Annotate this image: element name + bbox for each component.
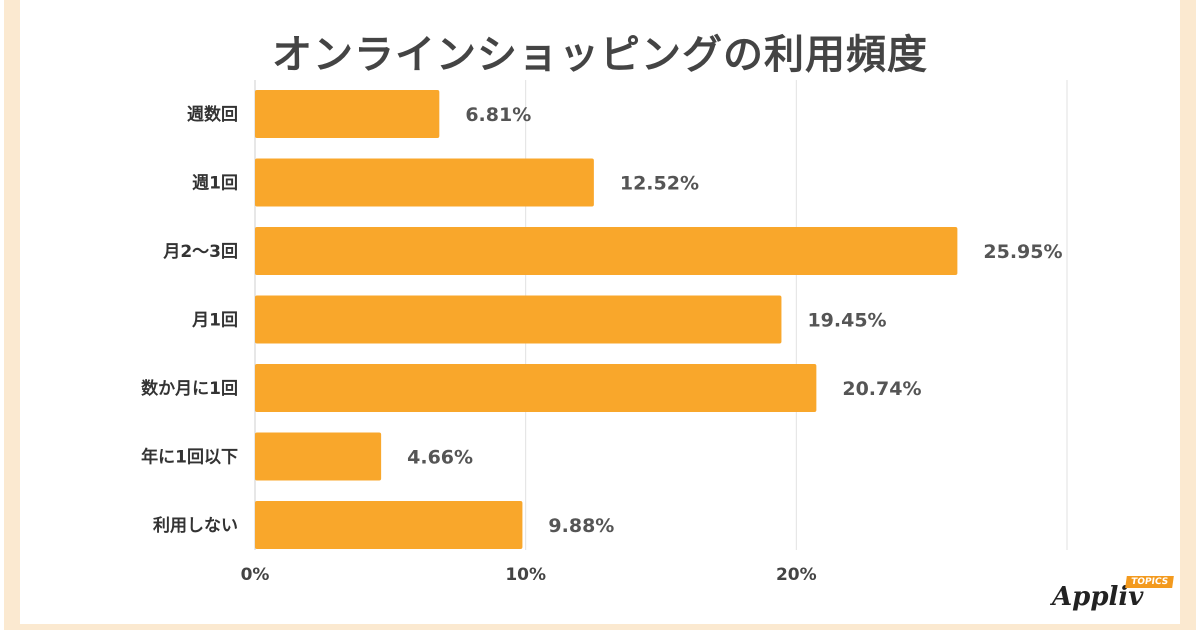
bar (255, 227, 958, 275)
logo-tag: TOPICS (1125, 576, 1174, 588)
x-tick-label: 0% (241, 565, 270, 585)
data-label: 25.95% (983, 241, 1062, 263)
appliv-logo: Appliv TOPICS (1052, 576, 1174, 612)
category-label: 週数回 (187, 104, 238, 125)
data-label: 4.66% (407, 447, 473, 469)
data-label: 20.74% (842, 378, 921, 400)
category-label: 数か月に1回 (141, 378, 238, 399)
data-label: 19.45% (807, 310, 886, 332)
bar (255, 295, 782, 344)
category-label: 月1回 (191, 311, 238, 331)
bar (255, 90, 440, 138)
frame-border-right (1180, 0, 1196, 630)
data-label: 12.52% (620, 173, 699, 195)
bar (255, 501, 523, 549)
frame-border-bottom (4, 624, 1196, 630)
x-tick-label: 20% (776, 565, 817, 585)
category-label: 週1回 (192, 174, 238, 194)
category-label: 月2〜3回 (162, 242, 238, 262)
frame-border-left (4, 0, 20, 630)
chart-title: オンラインショッピングの利用頻度 (272, 32, 928, 78)
bar (255, 432, 382, 481)
data-label: 9.88% (548, 515, 614, 537)
category-label: 年に1回以下 (141, 447, 238, 468)
bar (255, 158, 594, 207)
bar (255, 364, 817, 412)
category-label: 利用しない (153, 515, 238, 536)
x-tick-label: 10% (505, 565, 546, 585)
data-label: 6.81% (465, 104, 531, 126)
